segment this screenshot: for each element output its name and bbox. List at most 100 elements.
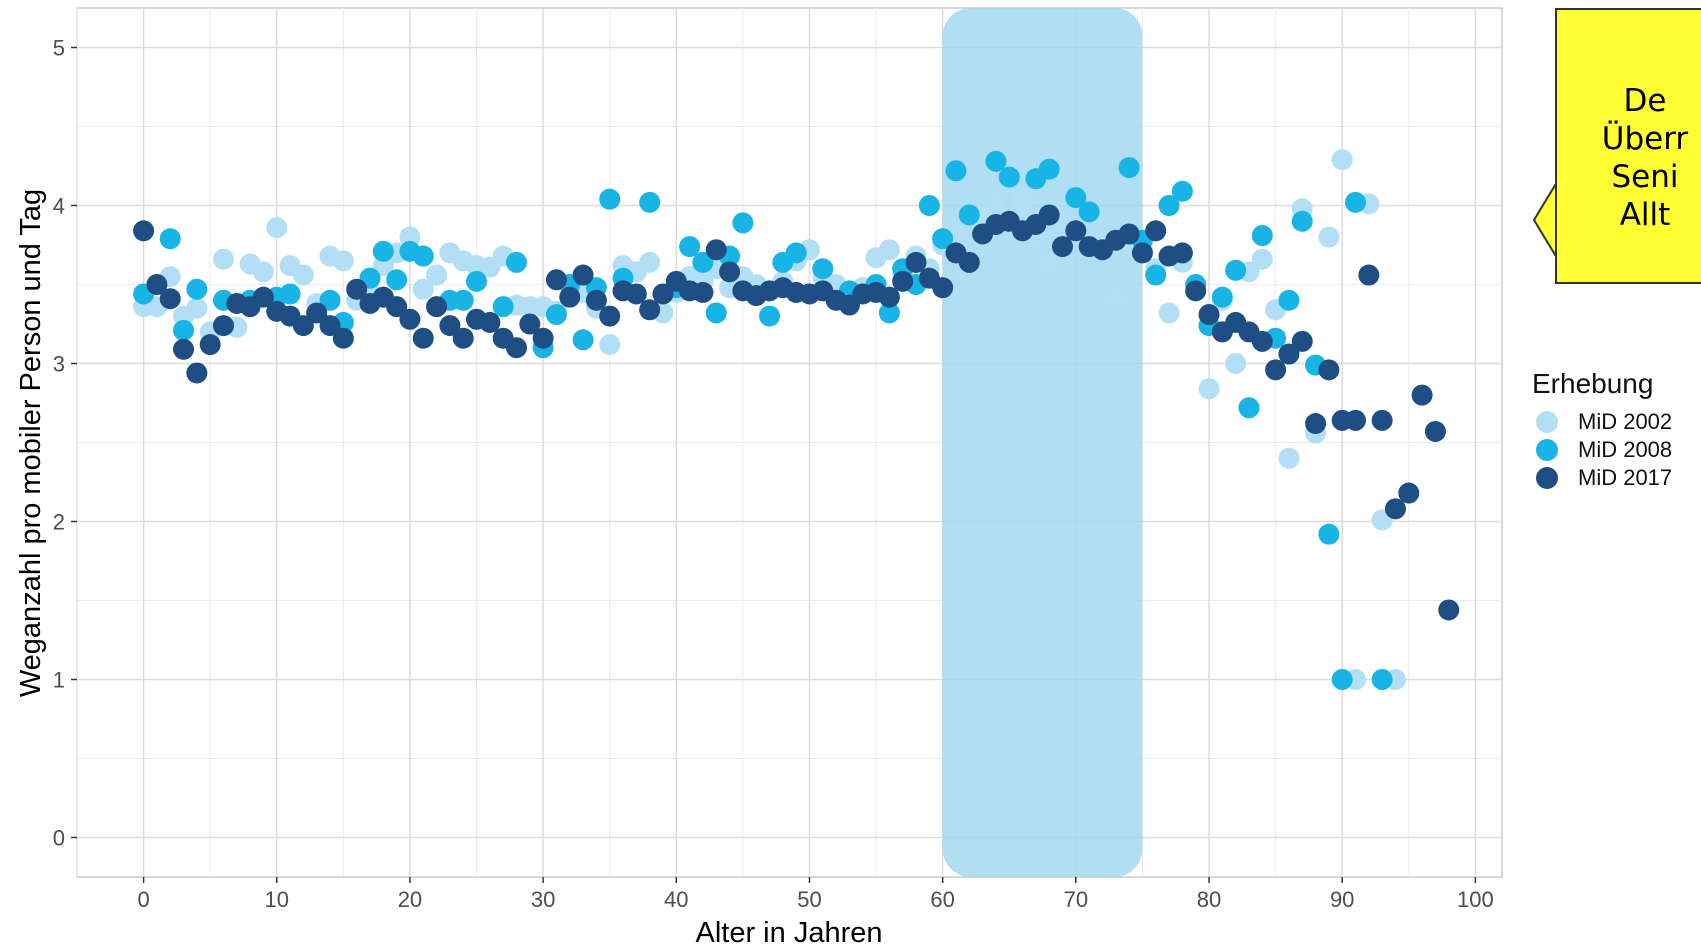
x-tick-label: 70	[1064, 887, 1088, 912]
legend-dot-icon	[1536, 411, 1558, 433]
x-tick-label: 100	[1457, 887, 1494, 912]
data-point	[719, 261, 741, 283]
data-point	[1171, 242, 1193, 264]
data-point	[519, 313, 541, 335]
legend-item-mid-2017: MiD 2017	[1532, 464, 1672, 492]
data-point	[332, 327, 354, 349]
data-point	[692, 281, 714, 303]
data-point	[1278, 447, 1300, 469]
data-point	[479, 311, 501, 333]
callout-line-4: Allt	[1619, 197, 1671, 233]
data-point	[878, 286, 900, 308]
data-point	[492, 296, 514, 318]
legend-item-mid-2002: MiD 2002	[1532, 408, 1672, 436]
data-point	[1012, 191, 1034, 213]
data-point	[319, 315, 341, 337]
data-point	[705, 239, 727, 261]
data-point	[1251, 225, 1273, 247]
data-point	[279, 283, 301, 305]
x-tick-label: 40	[664, 887, 688, 912]
data-point	[545, 304, 567, 326]
data-point	[759, 305, 781, 327]
data-point	[958, 251, 980, 273]
data-point	[1398, 482, 1420, 504]
data-point	[1038, 158, 1060, 180]
data-point	[252, 286, 274, 308]
data-point	[505, 337, 527, 359]
legend-label: MiD 2002	[1578, 409, 1673, 434]
data-point	[1145, 220, 1167, 242]
data-point	[199, 334, 221, 356]
x-tick-label: 30	[531, 887, 555, 912]
x-axis-label: Alter in Jahren	[696, 917, 883, 947]
data-point	[1225, 259, 1247, 281]
x-tick-label: 80	[1197, 887, 1221, 912]
data-point	[1158, 302, 1180, 324]
series-mid-2017	[133, 204, 1460, 621]
data-point	[585, 289, 607, 311]
data-point	[1291, 210, 1313, 232]
data-point	[1198, 304, 1220, 326]
data-point	[1424, 420, 1446, 442]
x-tick-label: 60	[930, 887, 954, 912]
data-point	[599, 334, 621, 356]
data-point	[212, 248, 234, 270]
legend-title: Erhebung	[1532, 368, 1654, 399]
data-point	[292, 315, 314, 337]
y-tick-label: 0	[53, 826, 65, 851]
callout-line-2: Überr	[1601, 121, 1689, 157]
data-point	[186, 362, 208, 384]
data-point	[386, 269, 408, 291]
data-point	[1145, 264, 1167, 286]
data-point	[332, 250, 354, 272]
data-point	[1318, 523, 1340, 545]
data-point	[186, 278, 208, 300]
data-point	[1158, 195, 1180, 216]
legend-item-mid-2008: MiD 2008	[1532, 436, 1672, 464]
data-point	[1185, 280, 1207, 302]
data-point	[1171, 180, 1193, 202]
legend-dot-icon	[1536, 467, 1558, 489]
data-point	[452, 289, 474, 311]
data-point	[1305, 413, 1327, 435]
data-point	[1291, 330, 1313, 352]
data-point	[1118, 223, 1140, 245]
data-point	[1078, 201, 1100, 223]
data-point	[878, 239, 900, 261]
data-point	[932, 228, 954, 250]
data-point	[1331, 149, 1353, 171]
y-tick-label: 3	[53, 352, 65, 377]
data-point	[346, 278, 368, 300]
data-point	[186, 297, 208, 319]
data-point	[1105, 286, 1127, 308]
data-point	[412, 245, 434, 267]
data-point	[572, 264, 594, 286]
data-point	[266, 217, 288, 239]
y-tick-label: 2	[53, 510, 65, 535]
legend: Erhebung MiD 2002 MiD 2008 MiD 2017	[1532, 368, 1672, 492]
x-tick-label: 0	[137, 887, 149, 912]
callout-box: De Überr Seni Allt	[1555, 8, 1701, 284]
data-point	[1318, 226, 1340, 248]
data-point	[625, 283, 647, 305]
data-point	[1345, 409, 1367, 431]
data-point	[466, 270, 488, 292]
data-point	[319, 289, 341, 311]
data-point	[1065, 187, 1087, 209]
data-point	[1371, 669, 1393, 690]
data-point	[905, 251, 927, 273]
data-point	[878, 302, 900, 324]
data-point	[639, 251, 661, 273]
data-point	[559, 286, 581, 308]
data-point	[985, 191, 1007, 213]
data-point	[1198, 378, 1220, 400]
data-point	[1265, 359, 1287, 381]
data-point	[412, 327, 434, 349]
data-point	[412, 278, 434, 300]
data-point	[1331, 669, 1353, 690]
data-point	[399, 308, 421, 330]
data-point	[1131, 242, 1153, 264]
data-point	[932, 277, 954, 299]
data-point	[1065, 220, 1087, 242]
data-point	[532, 327, 554, 349]
